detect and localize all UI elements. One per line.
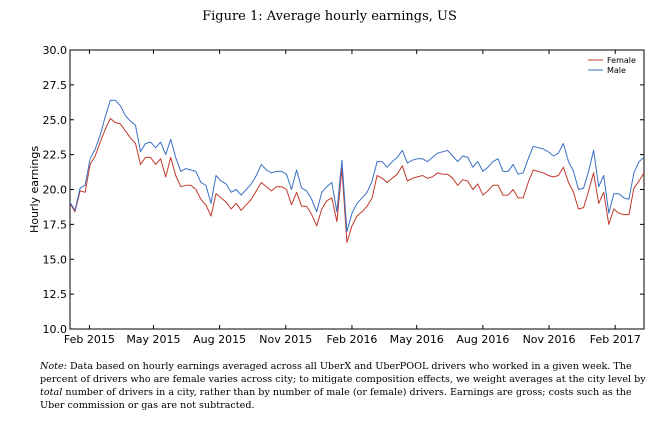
note-lead: Note:: [40, 361, 67, 372]
x-tick-label: May 2015: [126, 333, 180, 346]
note-text-part1: Data based on hourly earnings averaged a…: [40, 361, 646, 385]
figure-title: Figure 1: Average hourly earnings, US: [202, 9, 457, 24]
y-tick-label: 27.5: [43, 79, 68, 92]
y-tick-label: 30.0: [43, 44, 68, 57]
x-tick-label: Nov 2016: [523, 333, 576, 346]
y-tick-label: 12.5: [43, 288, 68, 301]
legend-label-male: Male: [607, 66, 626, 75]
x-tick-label: Feb 2017: [590, 333, 641, 346]
plot-frame: [69, 49, 645, 330]
series-line-female: [69, 117, 645, 243]
y-tick-label: 25.0: [43, 114, 68, 127]
y-tick-label: 10.0: [43, 323, 68, 336]
figure-note: Note: Data based on hourly earnings aver…: [40, 360, 652, 412]
y-tick-label: 20.0: [43, 184, 68, 197]
chart-area: 10.0 12.5 15.0 17.5 20.0 22.5 25.0 27.5 30.0 Feb …: [28, 44, 645, 346]
plot-layer: 10.0 12.5 15.0 17.5 20.0 22.5 25.0 27.5 30.0 Feb …: [28, 44, 645, 346]
note-text-part2: number of drivers in a city, rather than…: [40, 387, 632, 411]
y-tick-label: 17.5: [43, 218, 68, 231]
y-tick-label: 22.5: [43, 149, 68, 162]
x-tick-label: Aug 2016: [456, 333, 509, 346]
series-line-male: [69, 99, 645, 232]
x-tick-label: Feb 2015: [64, 333, 115, 346]
y-tick-label: 15.0: [43, 253, 68, 266]
x-tick-label: Aug 2015: [193, 333, 246, 346]
note-emphasis: total: [40, 387, 63, 398]
x-tick-label: Feb 2016: [326, 333, 377, 346]
y-axis-label: Hourly earnings: [28, 146, 41, 233]
x-tick-label: May 2016: [390, 333, 444, 346]
legend-label-female: Female: [607, 56, 636, 65]
x-tick-label: Nov 2015: [259, 333, 312, 346]
